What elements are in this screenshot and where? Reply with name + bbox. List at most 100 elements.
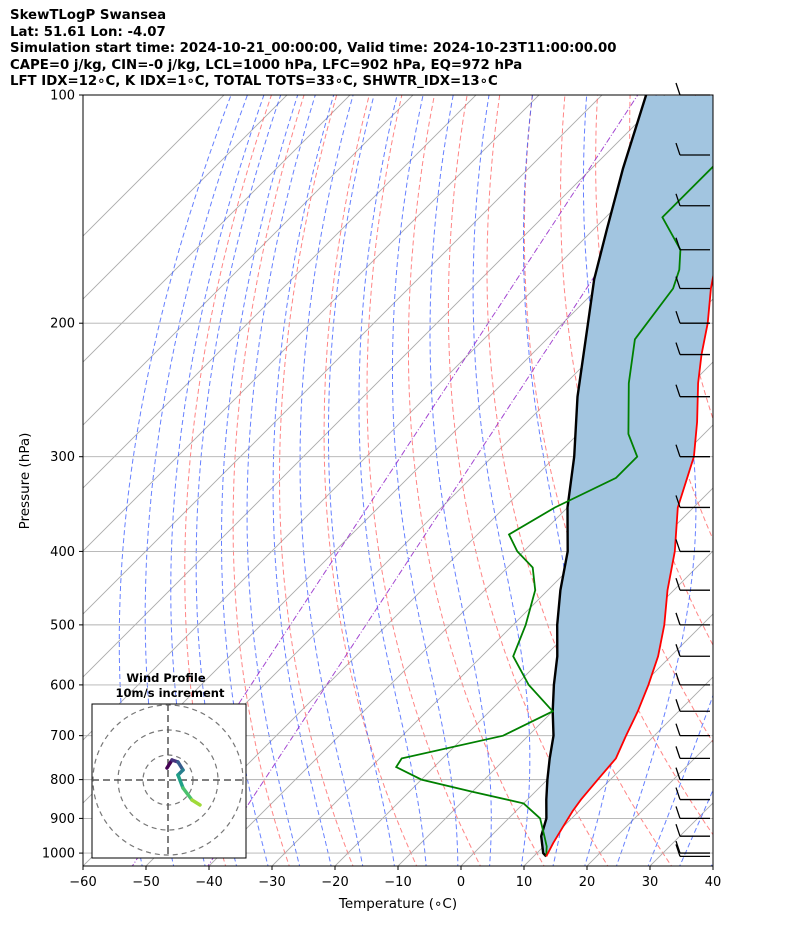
parcel-profile-line [539, 95, 648, 858]
moist-adiabat [299, 95, 364, 866]
wind-barb-flag [675, 495, 681, 508]
wind-barb-flag [675, 577, 681, 591]
wind-barb-flag [675, 276, 681, 289]
wind-barb [675, 82, 710, 96]
y-tick-label: 500 [50, 618, 75, 633]
x-tick-label: 20 [579, 875, 596, 890]
wind-barb [675, 840, 710, 854]
isotherm [83, 95, 414, 426]
isotherm [145, 298, 713, 866]
x-tick-label: −40 [195, 875, 222, 890]
axis-ticks: −60 −50 −40 −30 −20 −10 0 10 20 30 40 100 200 300 400 5… [42, 89, 721, 891]
dry-adiabat [184, 95, 272, 866]
temperature-profile-line [545, 272, 713, 857]
isotherm [334, 487, 713, 866]
y-tick-label: 900 [50, 812, 75, 827]
wind-barb [675, 723, 710, 737]
wind-barb [675, 612, 710, 626]
isotherm [83, 95, 477, 489]
moist-adiabat [170, 95, 265, 866]
moist-adiabat [144, 95, 248, 866]
dry-adiabat [407, 95, 545, 866]
y-tick-label: 100 [50, 89, 75, 104]
moist-adiabat [272, 95, 335, 866]
dry-adiabat [366, 95, 481, 866]
isotherm [83, 95, 288, 300]
wind-barb [675, 672, 710, 686]
wind-barb [675, 806, 710, 820]
wind-barb-flag [675, 767, 681, 780]
x-tick-label: 30 [642, 875, 659, 890]
wind-barb-flag [675, 844, 681, 857]
wind-barb-flag [675, 699, 681, 712]
wind-barb [675, 142, 710, 156]
wind-barb [675, 823, 710, 837]
dry-adiabat [759, 79, 794, 869]
moist-adiabat [195, 95, 282, 866]
y-tick-label: 1000 [42, 847, 75, 862]
cape-fill [541, 95, 713, 857]
wind-barb-flag [675, 82, 681, 96]
wind-barb-flag [675, 237, 681, 250]
y-tick-label: 300 [50, 450, 75, 465]
isotherm [83, 95, 666, 678]
isotherm [83, 95, 351, 363]
dewpoint-profile-line [394, 165, 713, 857]
hodograph-title: Wind Profile [126, 671, 206, 685]
dry-adiabat [232, 95, 305, 866]
wind-barb-flag [675, 723, 681, 736]
moist-adiabat [358, 95, 427, 866]
wind-barb-flag [675, 193, 681, 206]
time-line: Simulation start time: 2024-10-21_00:00:… [10, 41, 617, 57]
isotherm [712, 865, 713, 866]
dry-adiabat [279, 95, 354, 866]
wind-barb-flag [675, 672, 681, 686]
y-axis-label: Pressure (hPa) [17, 433, 33, 530]
moist-adiabat [679, 789, 713, 866]
isotherm [397, 550, 713, 866]
wind-barb-flag [675, 806, 681, 819]
wind-barb-flag [675, 311, 681, 324]
wind-barb [675, 699, 710, 712]
wind-barb [675, 276, 710, 290]
isotherm [83, 95, 540, 552]
moist-adiabat [246, 95, 316, 866]
hodograph-rings [92, 704, 246, 858]
wind-barb [675, 787, 710, 801]
x-tick-label: −10 [384, 875, 411, 890]
chart-header: SkewTLogP Swansea Lat: 51.61 Lon: -4.07 … [10, 8, 617, 91]
wind-barb-flag [675, 823, 681, 837]
x-axis-label: Temperature (∘C) [338, 896, 457, 912]
wind-barb-flag [675, 746, 681, 759]
wind-barb-flag [675, 644, 681, 657]
x-tick-label: −30 [258, 875, 285, 890]
x-tick-label: −60 [69, 875, 96, 890]
x-tick-label: −20 [321, 875, 348, 890]
dry-adiabat [727, 79, 794, 869]
wind-barb [675, 495, 710, 509]
dry-adiabat [323, 95, 418, 866]
moist-adiabat [392, 95, 459, 866]
moist-adiabat [118, 95, 232, 866]
indices-line-2: LFT IDX=12∘C, K IDX=1∘C, TOTAL TOTS=33∘C… [10, 74, 498, 90]
profiles [394, 95, 713, 858]
wind-barb [675, 539, 710, 553]
y-tick-label: 800 [50, 773, 75, 788]
location-line: Lat: 51.61 Lon: -4.07 [10, 24, 166, 40]
wind-barb-flag [675, 384, 681, 397]
wind-barb [675, 384, 710, 398]
wind-barb-flag [675, 840, 681, 854]
x-tick-label: 10 [516, 875, 533, 890]
hodograph-subtitle: 10m/s increment [116, 686, 225, 700]
hodograph-trace [176, 773, 185, 790]
mixing-ratio-line [207, 95, 713, 866]
wind-barb [675, 193, 710, 207]
x-tick-label: 40 [705, 875, 722, 890]
hodograph-frame [91, 703, 247, 859]
y-tick-label: 700 [50, 729, 75, 744]
moist-adiabat [647, 693, 713, 866]
indices-line-1: CAPE=0 j/kg, CIN=-0 j/kg, LCL=1000 hPa, … [10, 57, 523, 73]
wind-barb [675, 844, 710, 858]
wind-barb [675, 767, 710, 781]
